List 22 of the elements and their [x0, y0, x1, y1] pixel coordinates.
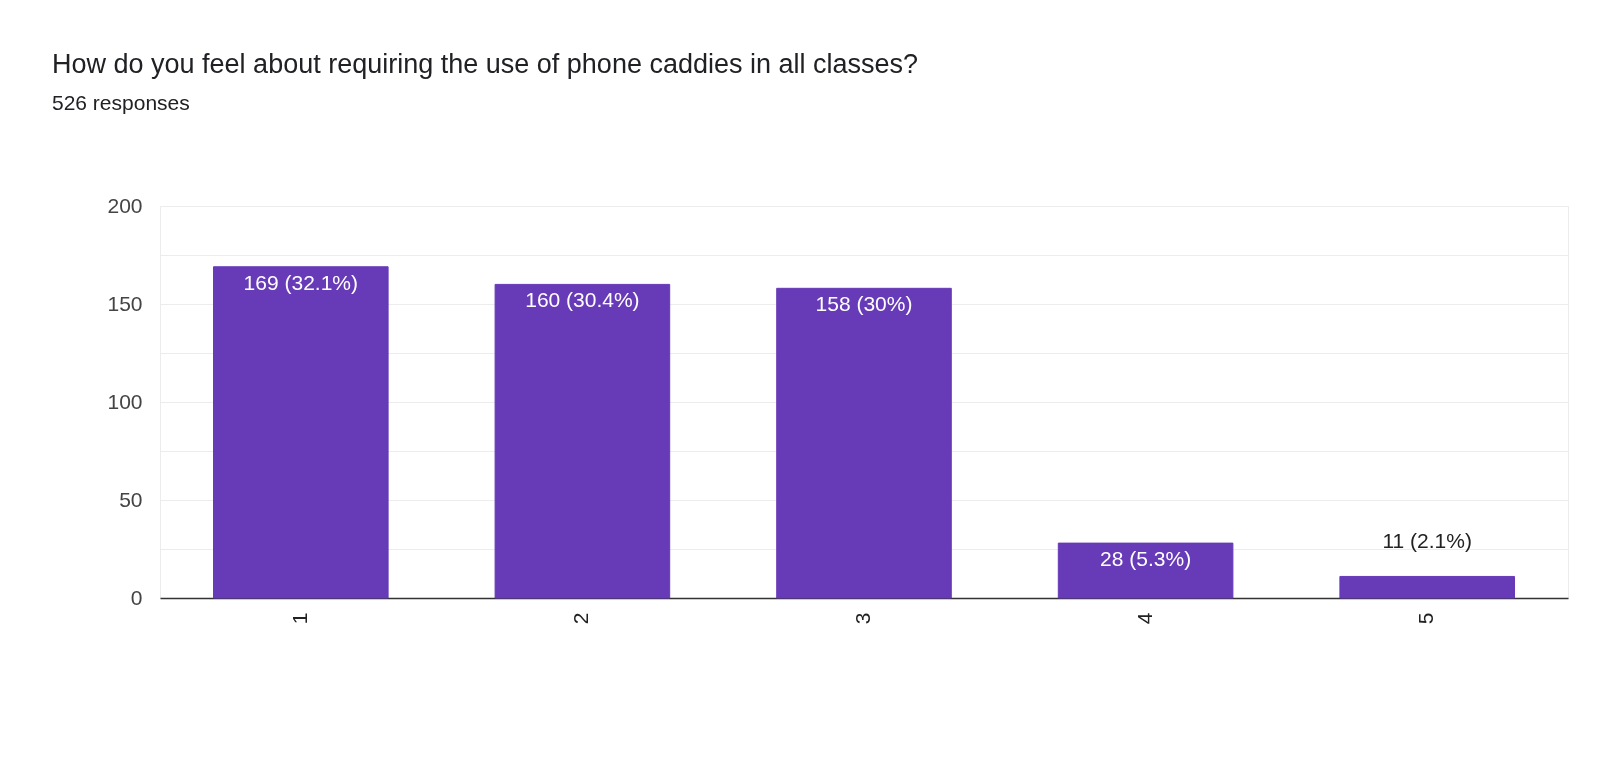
- bar: [1339, 575, 1515, 599]
- y-tick-label: 200: [107, 193, 143, 217]
- x-tick-label: 4: [1132, 612, 1156, 625]
- chart-subtitle: 526 responses: [52, 91, 190, 114]
- y-tick-label: 100: [107, 389, 143, 413]
- bar: [776, 287, 952, 599]
- data-label: 28 (5.3%): [1100, 547, 1192, 571]
- x-tick-label: 3: [851, 612, 874, 625]
- y-tick-label: 0: [130, 585, 143, 609]
- x-tick-label: 1: [287, 612, 311, 625]
- data-label: 11 (2.1%): [1382, 529, 1472, 553]
- bar: [494, 283, 671, 599]
- bar: [213, 266, 389, 599]
- x-tick-label: 5: [1414, 612, 1438, 625]
- y-tick-label: 150: [107, 291, 143, 315]
- data-label: 169 (32.1%): [243, 270, 358, 294]
- data-label: 158 (30%): [815, 292, 913, 316]
- y-tick-label: 50: [119, 487, 143, 511]
- data-label: 160 (30.4%): [525, 288, 640, 312]
- x-tick-label: 2: [569, 612, 593, 625]
- chart-title: How do you feel about requiring the use of phone caddies in all classes?: [52, 49, 919, 79]
- bar: [1057, 542, 1234, 599]
